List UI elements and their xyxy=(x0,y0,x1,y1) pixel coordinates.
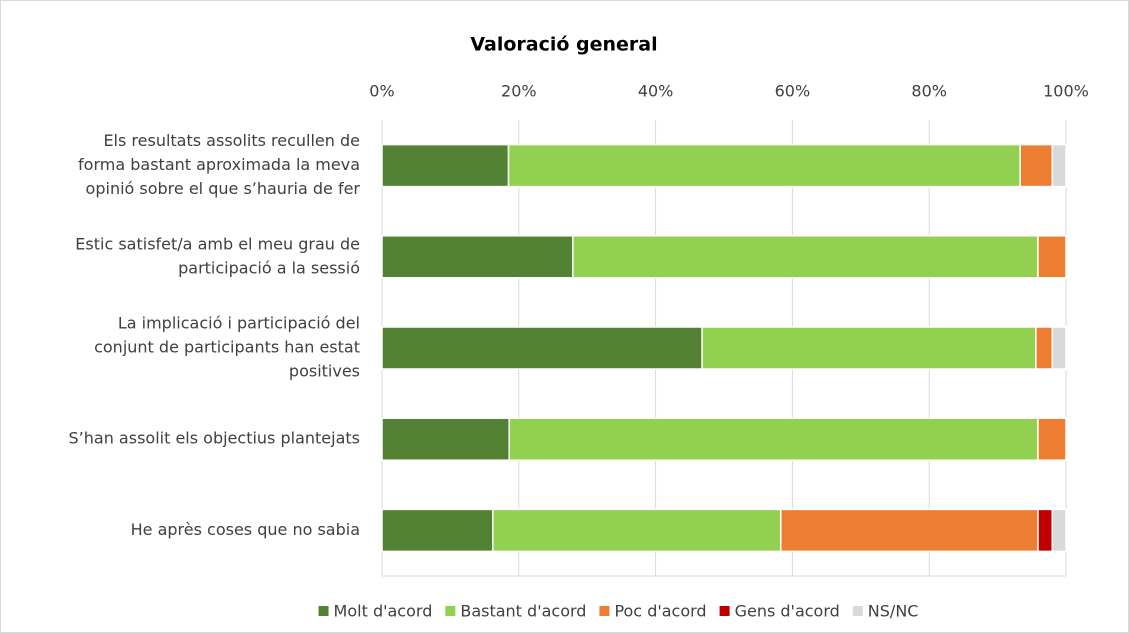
bar-segment xyxy=(508,417,1039,461)
bar-segment xyxy=(1037,417,1067,461)
legend-label: Bastant d'acord xyxy=(460,602,586,621)
bar-segment xyxy=(572,235,1039,279)
y-tick-label: positives xyxy=(289,362,360,381)
bar-segment xyxy=(1051,508,1067,553)
legend-label: Gens d'acord xyxy=(735,602,840,621)
bar-segment xyxy=(381,508,494,553)
y-tick-label: Els resultats assolits recullen de xyxy=(103,131,360,150)
chart-title: Valoració general xyxy=(470,34,657,56)
legend-swatch xyxy=(318,606,329,616)
bar-segment xyxy=(701,326,1037,370)
bar-segment xyxy=(1051,326,1067,370)
y-tick-label: conjunt de participants han estat xyxy=(94,338,360,357)
bar-segment xyxy=(507,143,1021,188)
bar-segment xyxy=(780,508,1039,553)
legend-swatch xyxy=(599,606,610,616)
legend-label: Poc d'acord xyxy=(614,602,706,621)
legend-swatch xyxy=(719,606,730,616)
bar-segment xyxy=(1019,143,1054,188)
y-tick-label: La implicació i participació del xyxy=(118,314,360,333)
x-tick-label: 40% xyxy=(638,82,674,101)
bar-segment xyxy=(1035,326,1054,370)
x-tick-label: 60% xyxy=(775,82,811,101)
legend-swatch xyxy=(852,606,863,616)
y-tick-label: Estic satisfet/a amb el meu grau de xyxy=(75,234,360,253)
bar-segment xyxy=(381,326,703,370)
x-tick-label: 100% xyxy=(1043,82,1089,101)
bar-segment xyxy=(1037,508,1054,553)
bar-segment xyxy=(1037,235,1067,279)
bar-segment xyxy=(1051,143,1067,188)
bar-segment xyxy=(492,508,782,553)
x-tick-label: 20% xyxy=(501,82,537,101)
y-tick-label: participació a la sessió xyxy=(178,258,360,277)
y-tick-label: forma bastant aproximada la meva xyxy=(78,155,360,174)
legend-label: Molt d'acord xyxy=(334,602,433,621)
bar-segment xyxy=(381,417,510,461)
legend-label: NS/NC xyxy=(868,602,919,621)
x-tick-label: 0% xyxy=(369,82,394,101)
y-tick-label: He après coses que no sabia xyxy=(131,520,360,539)
y-tick-label: S’han assolit els objectius plantejats xyxy=(69,429,360,448)
y-tick-label: opinió sobre el que s’hauria de fer xyxy=(86,179,361,198)
x-tick-label: 80% xyxy=(911,82,947,101)
bar-segment xyxy=(381,143,510,188)
bar-segment xyxy=(381,235,574,279)
legend-swatch xyxy=(445,606,456,616)
